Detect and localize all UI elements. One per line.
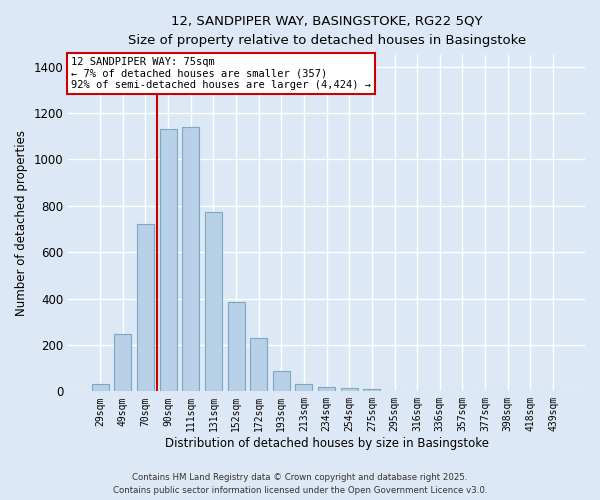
Bar — [137, 224, 154, 392]
Bar — [115, 334, 131, 392]
Bar — [364, 388, 380, 392]
Bar — [205, 212, 222, 392]
Bar — [250, 338, 267, 392]
Bar — [92, 384, 109, 392]
Bar — [295, 384, 313, 392]
Bar — [227, 302, 245, 392]
X-axis label: Distribution of detached houses by size in Basingstoke: Distribution of detached houses by size … — [164, 437, 488, 450]
Bar — [182, 127, 199, 392]
Bar — [318, 387, 335, 392]
Bar — [341, 388, 358, 392]
Text: Contains HM Land Registry data © Crown copyright and database right 2025.
Contai: Contains HM Land Registry data © Crown c… — [113, 474, 487, 495]
Bar — [273, 371, 290, 392]
Title: 12, SANDPIPER WAY, BASINGSTOKE, RG22 5QY
Size of property relative to detached h: 12, SANDPIPER WAY, BASINGSTOKE, RG22 5QY… — [128, 15, 526, 47]
Bar — [160, 130, 176, 392]
Text: 12 SANDPIPER WAY: 75sqm
← 7% of detached houses are smaller (357)
92% of semi-de: 12 SANDPIPER WAY: 75sqm ← 7% of detached… — [71, 57, 371, 90]
Y-axis label: Number of detached properties: Number of detached properties — [15, 130, 28, 316]
